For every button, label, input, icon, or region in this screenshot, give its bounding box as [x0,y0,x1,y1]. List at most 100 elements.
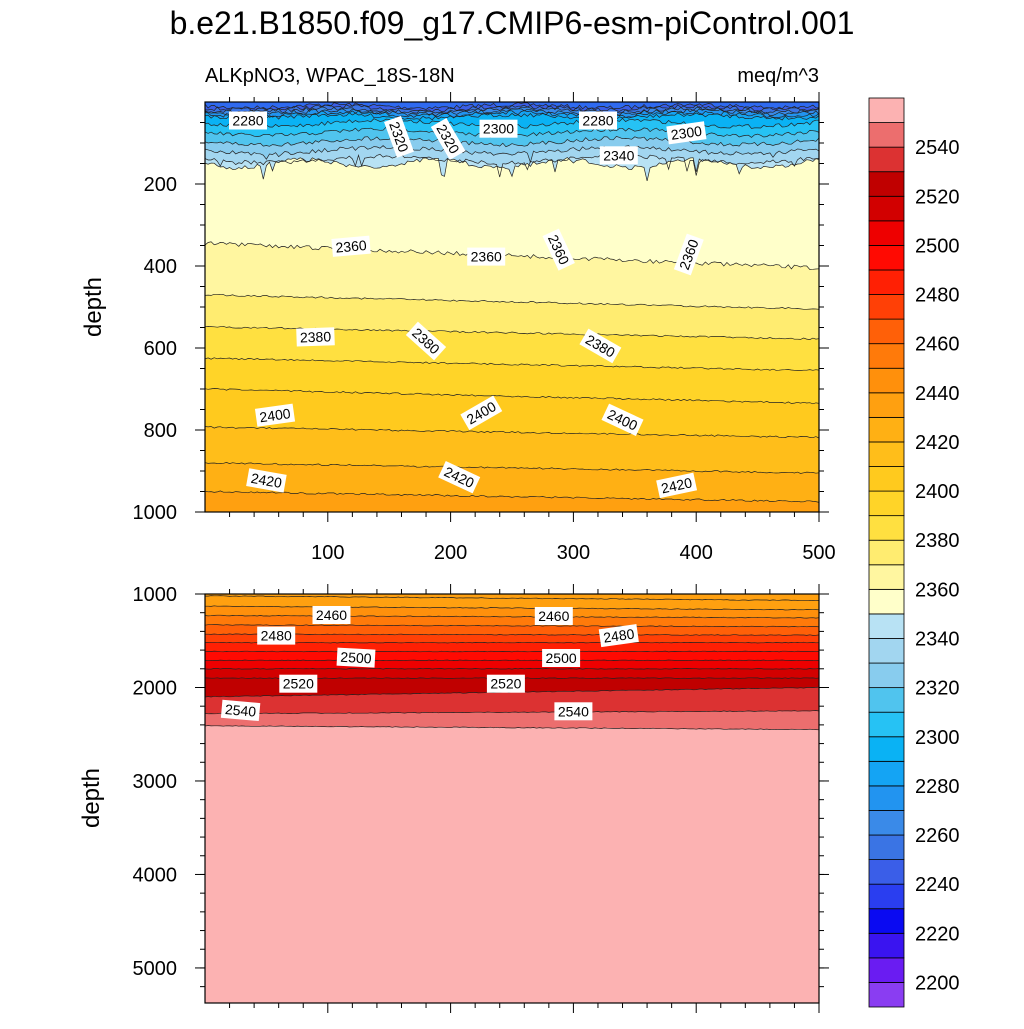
top-contour-label-box [384,115,414,158]
top-contour-label-text: 2360 [335,237,368,256]
bottom-axes: 1000 2000 3000 4000 5000 [133,584,829,1013]
top-contour-label-box [467,247,506,266]
top-contour-label-box [666,121,707,145]
top-contour-label-group: 2380 [296,327,335,347]
colorbar-label: 2480 [915,285,960,307]
bottom-contour-label-box [312,606,351,624]
contour-line-2340 [205,153,819,178]
contour-line-2260 [205,106,819,114]
bottom-contour-label-box [554,702,593,721]
top-contour-label-group: 2400 [254,403,296,427]
top-contour-label-box [579,328,622,364]
y-tick-label: 1000 [133,502,178,524]
colorbar-label: 2500 [915,235,960,257]
contour-line-2400 [205,388,819,405]
colorbar-box [868,318,905,345]
colorbar-box [868,122,905,148]
contour-line-2350 [205,157,819,181]
chart-title: b.e21.B1850.f09_g17.CMIP6-esm-piControl.… [170,5,855,41]
top-contour-label-box [430,117,466,160]
bottom-contour-label-box [486,674,525,693]
bottom-contour-label-box [336,647,376,668]
top-contour-label-group: 2400 [460,395,503,431]
colorbar-box [868,367,905,394]
variable-region-label: ALKpNO3, WPAC_18S-18N [205,65,455,87]
bottom-panel: 2460 2460 2480 2480 2500 2500 2520 2520 2540 2540… [78,584,829,1013]
colorbar-label: 2220 [915,923,960,945]
colorbar-box [868,613,905,639]
colorbar-box [868,392,905,418]
y-tick-label: 1000 [133,584,178,606]
bottom-contour-label-text: 2540 [224,701,257,720]
top-contour-label-box [254,403,296,427]
contour-line-2460 [205,624,819,628]
colorbar-label: 2380 [915,530,960,552]
top-contour-label-box [246,468,287,493]
colorbar-box [868,687,905,713]
contour-line-2270 [205,108,819,117]
y-tick-label: 600 [144,338,177,360]
contour-line-2370 [205,293,819,310]
contour-line-2550 [205,725,819,731]
colorbar-box [868,638,905,664]
top-contour-label-text: 2280 [582,113,613,129]
colorbar-box [868,269,905,295]
top-contour-lines [205,102,819,503]
bottom-contour-label-box [279,674,318,693]
colorbar-label: 2240 [915,874,960,896]
contour-band-2550 [205,725,819,1003]
colorbar-box [868,810,905,836]
top-contour-label-box [601,403,644,436]
colorbar-box [868,908,905,934]
bottom-contour-label-text: 2520 [490,676,521,692]
top-contour-label-group: 2420 [656,472,698,499]
bottom-contour-lines [205,595,819,731]
colorbar-label: 2420 [915,432,960,454]
contour-line-2420 [205,462,819,474]
bottom-contour-label-box [542,649,581,667]
colorbar-label: 2200 [915,972,960,994]
colorbar-box [868,195,905,222]
top-contour-label-box [673,233,704,276]
top-contour-label-text: 2360 [471,249,502,265]
colorbar-label: 2360 [915,579,960,601]
colorbar-box [868,859,905,885]
top-contour-label-group: 2360 [331,235,371,257]
colorbar-box [868,760,905,787]
colorbar-box [868,97,905,123]
bottom-contour-labels: 2460 2460 2480 2480 2500 2500 2520 2520 2540 2540 [220,606,639,722]
y-tick-label: 2000 [133,677,178,699]
colorbar: 2200 2220 2240 2260 2280 2300 2320 2340 2360 2380… [868,97,960,1008]
contour-line-2540 [205,710,819,715]
colorbar-box [868,466,905,492]
top-contour-label-box [460,395,503,431]
colorbar-box [868,932,905,959]
contour-line-2500 [205,659,819,662]
top-contour-label-box [331,235,371,257]
colorbar-box [868,957,905,983]
contour-line-2430 [205,490,819,503]
colorbar-label: 2540 [915,137,960,159]
colorbar-box [868,539,905,566]
bottom-plot-frame [204,593,820,1004]
bottom-contour-label-box [598,624,639,648]
top-contour-label-box [656,472,698,499]
bottom-contour-label-text: 2480 [261,628,292,644]
top-contour-label-box [229,111,267,130]
bottom-contour-label-group: 2540 [220,699,261,722]
bottom-contour-label-text: 2460 [538,608,569,624]
y-tick-label: 4000 [133,864,178,886]
bottom-contour-label-group: 2460 [534,607,573,625]
top-contour-label-text: 2300 [483,121,514,137]
colorbar-box [868,171,905,197]
contour-line-2250 [205,104,819,113]
bottom-ylabel: depth [78,768,105,828]
x-tick-label: 500 [802,542,835,564]
x-tick-label: 400 [680,542,713,564]
top-contour-label-text: 2420 [250,470,284,491]
top-contour-label-text: 2300 [670,123,703,143]
colorbar-label: 2320 [915,678,960,700]
contour-line-2320 [205,135,819,148]
colorbar-box [868,883,905,910]
colorbar-label: 2260 [915,825,960,847]
